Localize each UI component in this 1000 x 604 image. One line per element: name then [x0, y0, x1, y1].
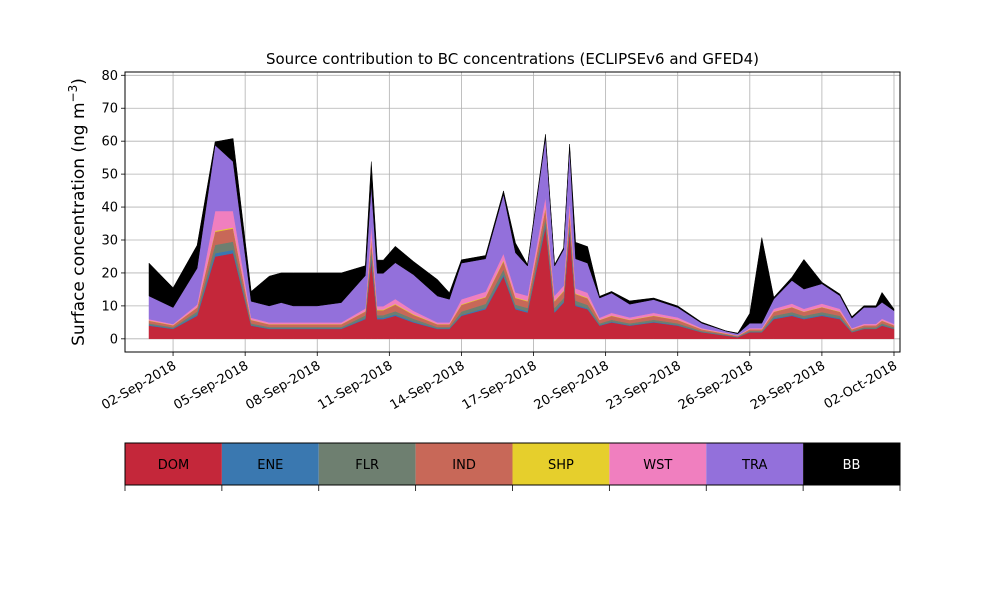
- legend-swatch-ind: [415, 443, 513, 485]
- y-axis-label-close: ): [69, 78, 89, 85]
- legend-swatch-bb: [803, 443, 900, 485]
- y-axis-label-main: Surface concentration (ng m: [69, 102, 89, 345]
- legend-swatch-flr: [318, 443, 416, 485]
- y-tick-label: 60: [101, 135, 118, 150]
- legend-label-flr: FLR: [355, 458, 379, 473]
- y-tick-label: 10: [101, 299, 118, 314]
- legend-swatch-wst: [609, 443, 707, 485]
- y-tick-label: 40: [101, 201, 118, 216]
- y-axis-label: Surface concentration (ng m−3): [66, 78, 89, 346]
- plot-frame: [124, 71, 901, 353]
- y-axis-label-superscript: −3: [66, 85, 80, 103]
- y-tick-label: 80: [101, 69, 118, 84]
- y-tick-label: 50: [101, 168, 118, 183]
- y-tick-label: 0: [110, 332, 118, 347]
- legend-swatch-shp: [512, 443, 610, 485]
- legend-swatch-tra: [706, 443, 804, 485]
- y-axis-ticks: 0 10 20 30 40 50 60 70 80: [101, 69, 125, 347]
- chart-title: Source contribution to BC concentrations…: [266, 50, 759, 68]
- y-tick-label: 20: [101, 266, 118, 281]
- legend-label-shp: SHP: [548, 458, 574, 473]
- legend-label-ene: ENE: [257, 458, 283, 473]
- legend: DOM ENE FLR IND SHP WST TRA BB: [124, 442, 901, 491]
- legend-label-ind: IND: [452, 458, 476, 473]
- stacked-areas: [148, 134, 895, 340]
- y-tick-label: 70: [101, 102, 118, 117]
- legend-label-bb: BB: [843, 458, 861, 473]
- legend-swatch-dom: [125, 443, 222, 485]
- legend-swatch-ene: [221, 443, 319, 485]
- area-bb: [148, 134, 895, 334]
- legend-label-wst: WST: [643, 458, 672, 473]
- legend-label-dom: DOM: [158, 458, 189, 473]
- y-tick-label: 30: [101, 234, 118, 249]
- legend-label-tra: TRA: [741, 458, 767, 473]
